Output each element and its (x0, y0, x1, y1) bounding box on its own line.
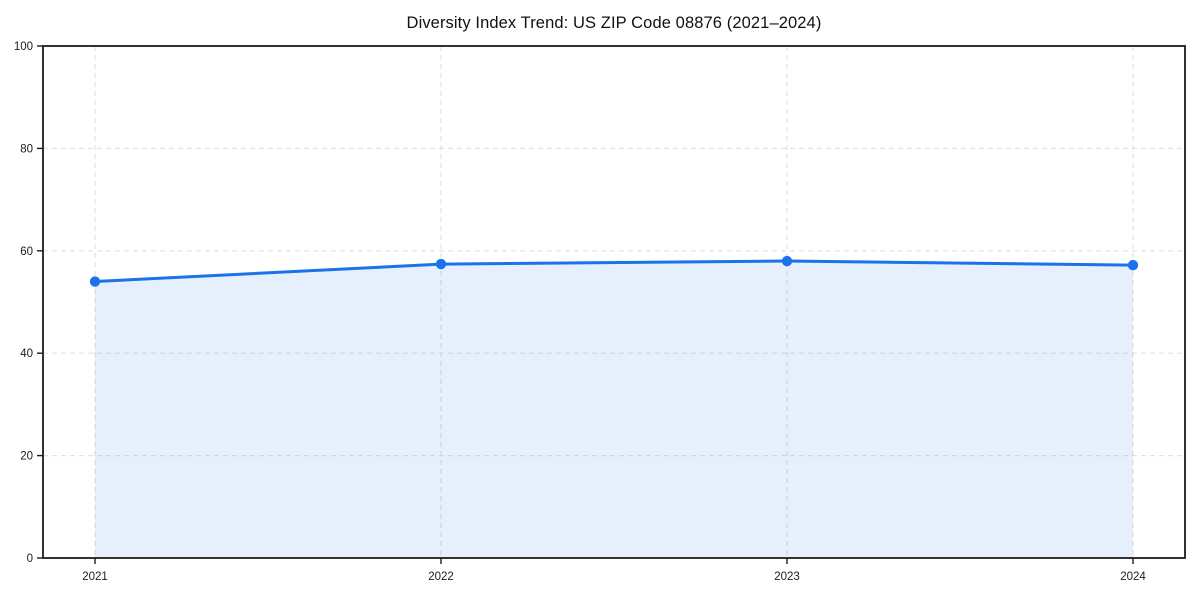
y-tick-label: 80 (20, 143, 33, 155)
data-point (435, 258, 447, 270)
plot-border (42, 45, 1186, 559)
chart-title: Diversity Index Trend: US ZIP Code 08876… (406, 14, 822, 32)
data-point (89, 276, 101, 287)
x-tick-label: 2023 (774, 571, 800, 583)
grid-layer (43, 46, 1185, 558)
axis-layer: 0 20 40 60 80 100 2021 2022 2023 2024 (14, 41, 1186, 583)
x-tick-label: 2022 (428, 571, 454, 583)
trend-line (93, 259, 1135, 284)
y-tick-label: 0 (27, 553, 33, 565)
data-point (1127, 259, 1139, 271)
area-fill (95, 261, 1133, 558)
x-tick-label: 2021 (82, 571, 108, 583)
y-tick-label: 100 (14, 41, 33, 53)
y-tick-label: 20 (20, 451, 33, 463)
x-tick-label: 2024 (1120, 571, 1146, 583)
y-tick-label: 60 (20, 246, 33, 258)
series-layer (89, 255, 1139, 558)
data-point (781, 255, 793, 267)
y-tick-label: 40 (20, 348, 33, 360)
